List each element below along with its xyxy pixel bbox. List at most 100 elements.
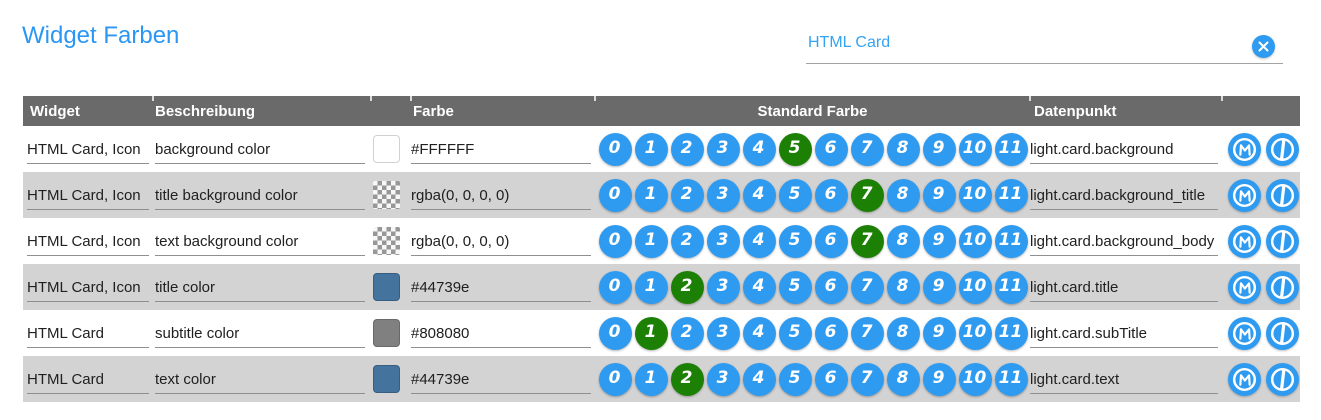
- palette-color-button-0[interactable]: 0: [599, 224, 632, 258]
- palette-color-button-4[interactable]: 4: [743, 270, 776, 304]
- datenpunkt-input[interactable]: light.card.background_title: [1030, 180, 1218, 210]
- palette-color-button-7[interactable]: 7: [851, 270, 884, 304]
- palette-color-button-8[interactable]: 8: [887, 362, 920, 396]
- palette-color-button-10[interactable]: 10: [959, 178, 992, 212]
- color-value-input[interactable]: #44739e: [411, 364, 591, 394]
- palette-color-button-0[interactable]: 0: [599, 178, 632, 212]
- palette-color-button-0[interactable]: 0: [599, 270, 632, 304]
- description-input[interactable]: background color: [155, 134, 365, 164]
- palette-color-button-3[interactable]: 3: [707, 178, 740, 212]
- m-circle-button[interactable]: [1228, 178, 1261, 212]
- palette-color-button-3[interactable]: 3: [707, 270, 740, 304]
- datenpunkt-input[interactable]: light.card.title: [1030, 272, 1218, 302]
- palette-color-button-5[interactable]: 5: [779, 224, 812, 258]
- palette-color-button-10[interactable]: 10: [959, 362, 992, 396]
- palette-color-button-7[interactable]: 7: [851, 362, 884, 396]
- color-swatch[interactable]: [373, 135, 400, 163]
- palette-color-button-2[interactable]: 2: [671, 132, 704, 166]
- palette-color-button-0[interactable]: 0: [599, 316, 632, 350]
- palette-color-button-11[interactable]: 11: [995, 362, 1028, 396]
- palette-color-button-1[interactable]: 1: [635, 270, 668, 304]
- palette-color-button-3[interactable]: 3: [707, 316, 740, 350]
- m-circle-button[interactable]: [1228, 362, 1261, 396]
- palette-color-button-6[interactable]: 6: [815, 178, 848, 212]
- m-circle-button[interactable]: [1228, 316, 1261, 350]
- color-swatch[interactable]: [373, 181, 400, 209]
- palette-color-button-2[interactable]: 2: [671, 270, 704, 304]
- palette-color-button-8[interactable]: 8: [887, 178, 920, 212]
- widget-input[interactable]: HTML Card, Icon: [27, 134, 149, 164]
- palette-color-button-1[interactable]: 1: [635, 178, 668, 212]
- palette-color-button-4[interactable]: 4: [743, 362, 776, 396]
- color-value-input[interactable]: #FFFFFF: [411, 134, 591, 164]
- widget-input[interactable]: HTML Card: [27, 318, 149, 348]
- palette-color-button-6[interactable]: 6: [815, 362, 848, 396]
- color-swatch[interactable]: [373, 227, 400, 255]
- palette-color-button-9[interactable]: 9: [923, 178, 956, 212]
- m-circle-button[interactable]: [1228, 270, 1261, 304]
- widget-input[interactable]: HTML Card, Icon: [27, 272, 149, 302]
- palette-color-button-1[interactable]: 1: [635, 362, 668, 396]
- datenpunkt-input[interactable]: light.card.text: [1030, 364, 1218, 394]
- color-value-input[interactable]: #808080: [411, 318, 591, 348]
- palette-color-button-6[interactable]: 6: [815, 132, 848, 166]
- color-swatch[interactable]: [373, 319, 400, 347]
- palette-color-button-2[interactable]: 2: [671, 316, 704, 350]
- palette-color-button-11[interactable]: 11: [995, 270, 1028, 304]
- palette-color-button-7[interactable]: 7: [851, 178, 884, 212]
- description-input[interactable]: subtitle color: [155, 318, 365, 348]
- description-input[interactable]: title background color: [155, 180, 365, 210]
- palette-color-button-7[interactable]: 7: [851, 316, 884, 350]
- palette-color-button-5[interactable]: 5: [779, 316, 812, 350]
- palette-color-button-10[interactable]: 10: [959, 270, 992, 304]
- palette-color-button-9[interactable]: 9: [923, 132, 956, 166]
- palette-color-button-4[interactable]: 4: [743, 316, 776, 350]
- power-circle-button[interactable]: [1266, 270, 1299, 304]
- palette-color-button-5[interactable]: 5: [779, 178, 812, 212]
- palette-color-button-9[interactable]: 9: [923, 362, 956, 396]
- color-value-input[interactable]: #44739e: [411, 272, 591, 302]
- widget-input[interactable]: HTML Card: [27, 364, 149, 394]
- color-value-input[interactable]: rgba(0, 0, 0, 0): [411, 226, 591, 256]
- power-circle-button[interactable]: [1266, 224, 1299, 258]
- palette-color-button-10[interactable]: 10: [959, 224, 992, 258]
- palette-color-button-1[interactable]: 1: [635, 224, 668, 258]
- palette-color-button-3[interactable]: 3: [707, 224, 740, 258]
- clear-search-button[interactable]: [1252, 35, 1275, 58]
- palette-color-button-5[interactable]: 5: [779, 362, 812, 396]
- palette-color-button-2[interactable]: 2: [671, 178, 704, 212]
- palette-color-button-11[interactable]: 11: [995, 224, 1028, 258]
- palette-color-button-2[interactable]: 2: [671, 362, 704, 396]
- palette-color-button-0[interactable]: 0: [599, 362, 632, 396]
- palette-color-button-9[interactable]: 9: [923, 270, 956, 304]
- palette-color-button-8[interactable]: 8: [887, 132, 920, 166]
- palette-color-button-10[interactable]: 10: [959, 316, 992, 350]
- palette-color-button-9[interactable]: 9: [923, 316, 956, 350]
- palette-color-button-11[interactable]: 11: [995, 178, 1028, 212]
- m-circle-button[interactable]: [1228, 132, 1261, 166]
- palette-color-button-10[interactable]: 10: [959, 132, 992, 166]
- palette-color-button-1[interactable]: 1: [635, 132, 668, 166]
- power-circle-button[interactable]: [1266, 132, 1299, 166]
- power-circle-button[interactable]: [1266, 316, 1299, 350]
- palette-color-button-3[interactable]: 3: [707, 362, 740, 396]
- description-input[interactable]: text background color: [155, 226, 365, 256]
- palette-color-button-6[interactable]: 6: [815, 224, 848, 258]
- palette-color-button-8[interactable]: 8: [887, 270, 920, 304]
- palette-color-button-5[interactable]: 5: [779, 132, 812, 166]
- power-circle-button[interactable]: [1266, 178, 1299, 212]
- datenpunkt-input[interactable]: light.card.subTitle: [1030, 318, 1218, 348]
- palette-color-button-9[interactable]: 9: [923, 224, 956, 258]
- description-input[interactable]: text color: [155, 364, 365, 394]
- color-value-input[interactable]: rgba(0, 0, 0, 0): [411, 180, 591, 210]
- palette-color-button-7[interactable]: 7: [851, 132, 884, 166]
- color-swatch[interactable]: [373, 365, 400, 393]
- palette-color-button-2[interactable]: 2: [671, 224, 704, 258]
- palette-color-button-4[interactable]: 4: [743, 132, 776, 166]
- palette-color-button-11[interactable]: 11: [995, 132, 1028, 166]
- m-circle-button[interactable]: [1228, 224, 1261, 258]
- palette-color-button-7[interactable]: 7: [851, 224, 884, 258]
- palette-color-button-6[interactable]: 6: [815, 270, 848, 304]
- datenpunkt-input[interactable]: light.card.background: [1030, 134, 1218, 164]
- palette-color-button-1[interactable]: 1: [635, 316, 668, 350]
